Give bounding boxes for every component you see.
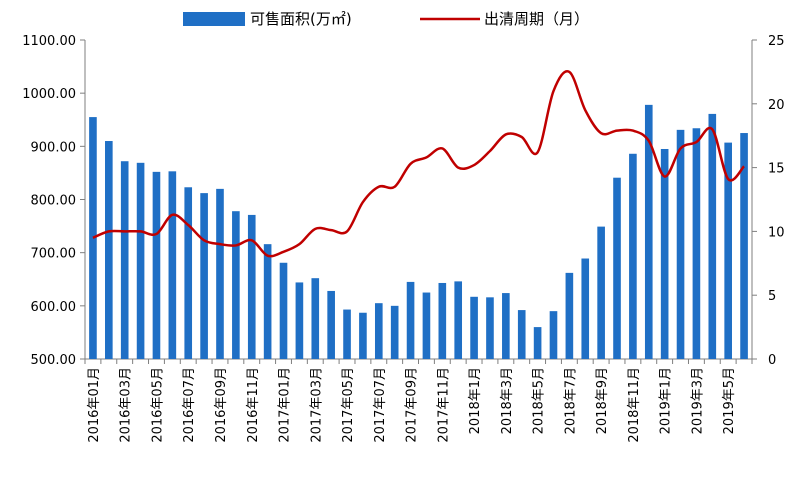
bar — [311, 278, 320, 359]
y-left-tick-label: 1000.00 — [22, 87, 76, 102]
x-tick-label: 2019年1月 — [659, 367, 674, 434]
bar-series — [89, 104, 748, 359]
bar — [676, 129, 685, 359]
bar — [120, 161, 129, 359]
y-right-tick-label: 25 — [768, 34, 785, 49]
y-right-tick-label: 5 — [768, 289, 776, 304]
bar — [692, 128, 701, 359]
y-left-tick-label: 800.00 — [31, 194, 77, 209]
y-right-tick-label: 0 — [768, 353, 776, 368]
x-tick-label: 2017年03月 — [309, 367, 324, 443]
bar — [343, 309, 351, 359]
bar — [168, 171, 177, 359]
x-tick-label: 2016年07月 — [182, 367, 197, 443]
y-right-tick-label: 20 — [768, 98, 785, 113]
x-tick-label: 2016年05月 — [150, 367, 165, 443]
line-path — [92, 70, 745, 258]
bar — [216, 188, 224, 359]
bar — [708, 113, 717, 359]
bar — [374, 303, 383, 359]
y-left-tick-label: 900.00 — [31, 140, 77, 155]
bar — [517, 310, 526, 359]
bar — [152, 171, 161, 359]
bar — [406, 281, 415, 359]
bar — [533, 327, 542, 359]
bar — [502, 293, 510, 359]
bar — [232, 211, 240, 359]
x-tick-label: 2018年7月 — [563, 367, 578, 434]
bar — [279, 262, 288, 359]
x-tick-label: 2018年11月 — [627, 367, 642, 443]
x-tick-label: 2016年11月 — [246, 367, 261, 443]
y-left-tick-label: 600.00 — [31, 300, 77, 315]
x-tick-label: 2016年03月 — [119, 367, 134, 443]
bar — [565, 272, 574, 359]
tick-labels: 500.00 600.00 700.00 800.00 900.00 1000.00 110… — [22, 34, 784, 443]
x-tick-label: 2019年3月 — [690, 367, 705, 434]
legend: 可售面积(万㎡) 出清周期（月） — [183, 10, 589, 28]
legend-bar-swatch — [183, 12, 245, 26]
bar — [327, 290, 335, 359]
x-tick-label: 2017年01月 — [278, 367, 293, 443]
bar — [470, 296, 478, 359]
bar — [390, 305, 399, 359]
bar — [200, 193, 208, 359]
bar — [295, 282, 304, 359]
y-left-tick-label: 700.00 — [31, 247, 77, 262]
x-tick-label: 2018年5月 — [532, 367, 547, 434]
bar — [597, 226, 605, 359]
legend-line-label: 出清周期（月） — [484, 10, 589, 28]
x-tick-label: 2018年9月 — [595, 367, 610, 434]
bar — [422, 292, 431, 359]
bar — [486, 297, 494, 359]
bar — [549, 311, 558, 359]
bar — [454, 281, 463, 359]
bar — [629, 153, 637, 359]
bar — [359, 312, 367, 359]
legend-bar-label: 可售面积(万㎡) — [250, 10, 352, 28]
x-tick-label: 2019年5月 — [722, 367, 737, 434]
y-left-tick-label: 500.00 — [31, 353, 77, 368]
axes — [80, 39, 757, 364]
bar — [247, 214, 256, 359]
bar — [105, 141, 113, 359]
bar — [581, 258, 590, 359]
x-tick-label: 2017年11月 — [436, 367, 451, 443]
bar — [644, 104, 653, 359]
bar — [724, 142, 732, 359]
bar — [740, 133, 748, 359]
y-right-tick-label: 10 — [768, 225, 785, 240]
x-tick-label: 2018年3月 — [500, 367, 515, 434]
x-tick-label: 2017年09月 — [405, 367, 420, 443]
x-tick-label: 2017年07月 — [373, 367, 388, 443]
x-tick-label: 2018年1月 — [468, 367, 483, 434]
y-left-tick-label: 1100.00 — [22, 34, 76, 49]
x-tick-label: 2016年01月 — [87, 367, 102, 443]
bar — [438, 282, 447, 359]
x-tick-label: 2016年09月 — [214, 367, 229, 443]
line-series — [92, 70, 745, 258]
bar — [136, 162, 145, 359]
bar — [263, 244, 272, 359]
bar — [613, 177, 621, 359]
bar — [184, 187, 193, 359]
x-tick-label: 2017年05月 — [341, 367, 356, 443]
bar — [660, 148, 669, 359]
y-right-tick-label: 15 — [768, 162, 785, 177]
bar — [89, 117, 97, 359]
